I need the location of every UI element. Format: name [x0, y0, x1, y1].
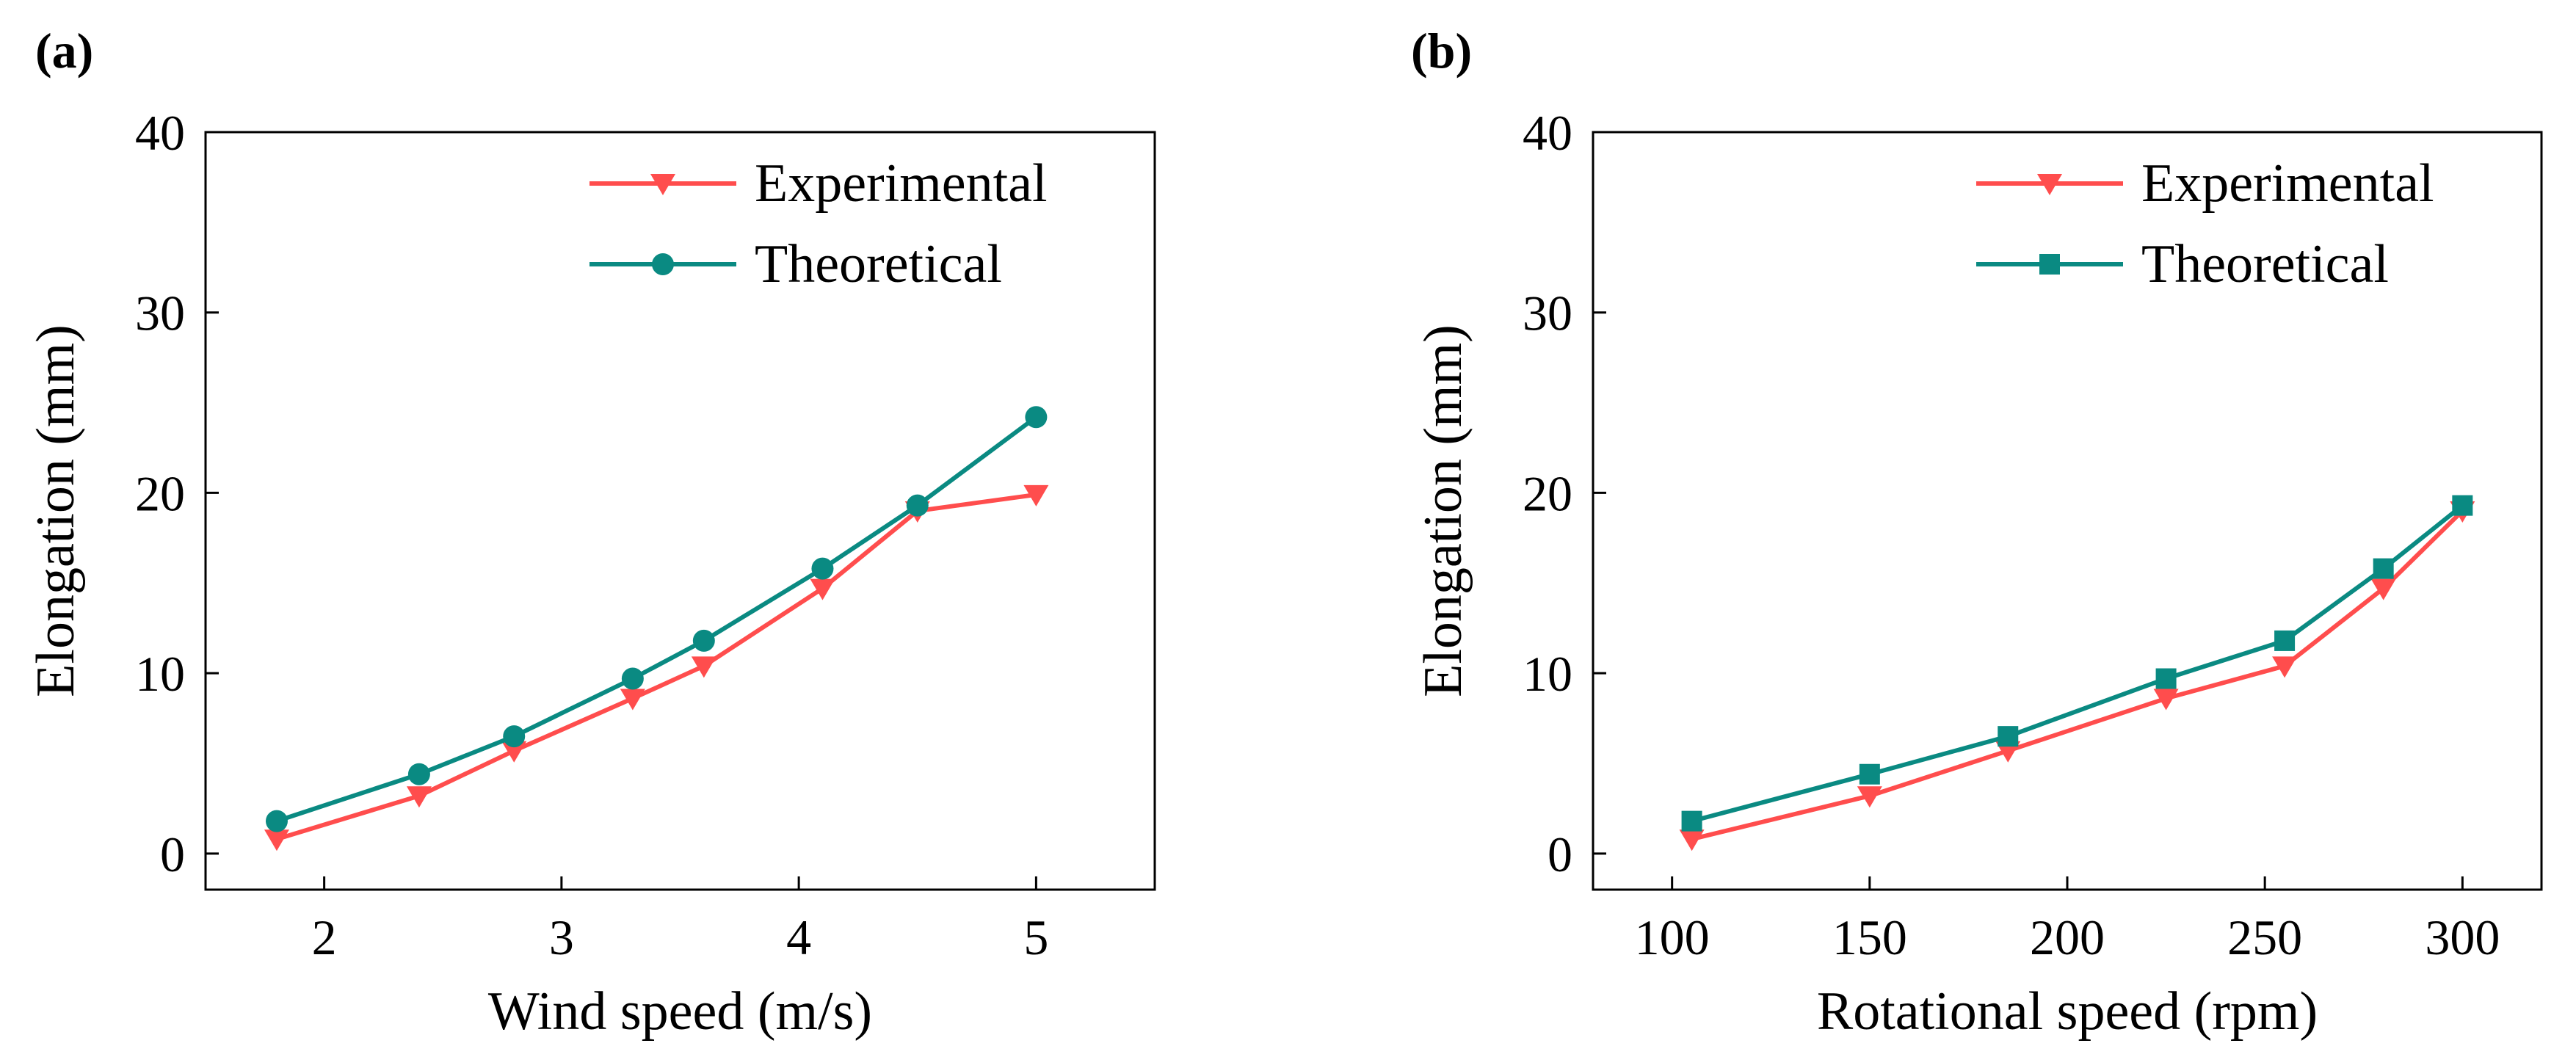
y-tick-label: 40 [135, 105, 185, 161]
data-point [1681, 810, 1702, 832]
data-point [691, 656, 716, 678]
y-tick-label: 20 [135, 465, 185, 521]
data-point [620, 689, 645, 711]
data-point [810, 578, 835, 600]
data-point [1857, 786, 1882, 808]
legend-label: Theoretical [2141, 234, 2389, 294]
y-tick-label: 10 [135, 646, 185, 702]
data-point [501, 741, 527, 763]
legend-label: Experimental [755, 153, 1048, 214]
data-point [1679, 829, 1705, 851]
data-point [692, 629, 715, 652]
data-point [265, 810, 288, 832]
data-point [2272, 656, 2298, 678]
y-axis-title: Elongation (mm) [26, 324, 86, 697]
data-point [407, 763, 430, 785]
legend-label: Theoretical [755, 234, 1002, 294]
x-tick-label: 5 [1023, 909, 1048, 965]
data-point [2155, 668, 2177, 689]
series-experimental [1679, 501, 2475, 851]
x-axis-title: Wind speed (m/s) [488, 981, 872, 1042]
chart-panel-b: (b) 0 10 20 30 40 100 150 200 250 300 Rotational sp… [1411, 23, 2543, 1042]
x-tick-label: 3 [549, 909, 574, 965]
series-theoretical [1681, 495, 2473, 832]
y-tick-label: 40 [1523, 105, 1572, 161]
data-point [1859, 763, 1880, 785]
x-tick-label: 150 [1832, 909, 1907, 965]
data-point [503, 725, 526, 748]
legend: Experimental Theoretical [589, 153, 1048, 294]
x-tick-label: 100 [1635, 909, 1710, 965]
x-axis-title: Rotational speed (rpm) [1817, 981, 2318, 1042]
x-tick-label: 200 [2030, 909, 2105, 965]
panel-label: (b) [1411, 23, 1472, 79]
chart-panel-a: (a) 0 10 20 30 40 2 3 4 5 Wind speed (m/s) Elongati… [26, 23, 1156, 1042]
plot-frame [1592, 131, 2543, 891]
y-axis-title: Elongation (mm) [1413, 324, 1473, 697]
series-line [276, 415, 1038, 824]
legend-marker [2039, 254, 2060, 275]
data-point [2370, 578, 2396, 600]
series-line [1691, 504, 2464, 824]
y-tick-label: 10 [1523, 646, 1572, 702]
data-point [264, 829, 289, 851]
data-point [811, 557, 834, 580]
x-tick-label: 4 [786, 909, 811, 965]
data-point [2274, 630, 2296, 651]
data-point [406, 786, 432, 808]
plot-frame [204, 131, 1156, 891]
data-point [1998, 726, 2019, 747]
data-point [621, 667, 644, 690]
series-line [276, 492, 1037, 842]
x-tick-label: 250 [2227, 909, 2302, 965]
legend-marker [2037, 174, 2062, 195]
legend-marker [652, 253, 674, 275]
data-point [1023, 484, 1049, 506]
y-tick-label: 30 [1523, 286, 1572, 341]
legend-label: Experimental [2141, 153, 2434, 214]
x-tick-label: 2 [312, 909, 337, 965]
panel-label: (a) [35, 23, 93, 79]
legend: Experimental Theoretical [1976, 153, 2434, 294]
data-point [906, 494, 929, 517]
y-tick-label: 20 [1523, 465, 1572, 521]
y-tick-label: 30 [135, 286, 185, 341]
series-experimental [264, 484, 1049, 851]
data-point [2153, 689, 2179, 711]
series-theoretical [265, 406, 1048, 832]
y-tick-label: 0 [160, 827, 185, 882]
legend-marker [650, 174, 675, 195]
y-tick-label: 0 [1548, 827, 1572, 882]
data-point [2452, 495, 2473, 516]
x-tick-label: 300 [2425, 909, 2500, 965]
data-point [1025, 406, 1048, 429]
data-point [2373, 558, 2394, 579]
